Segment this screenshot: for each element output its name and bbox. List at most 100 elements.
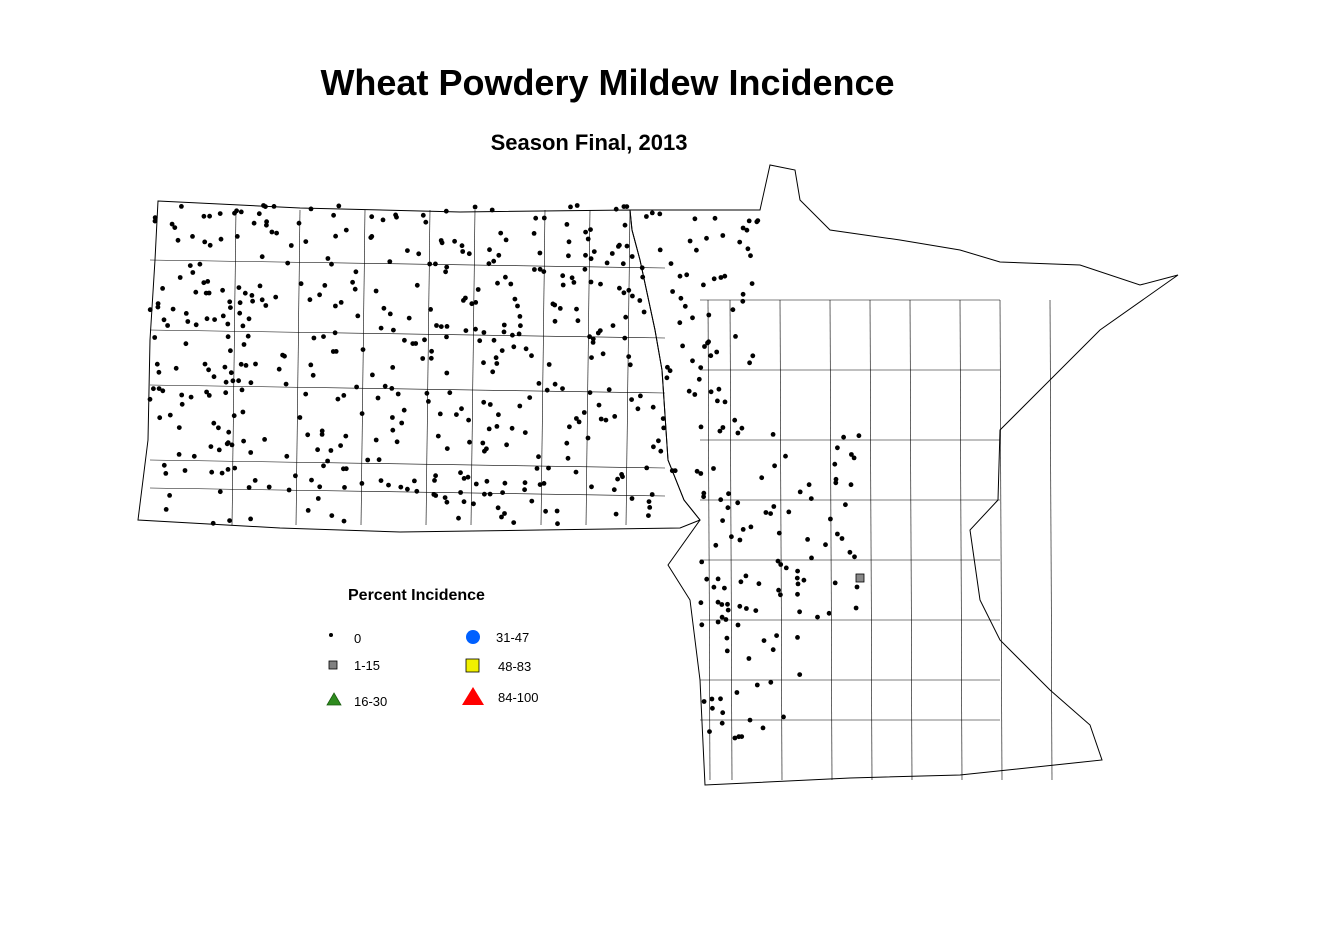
observation-point-0 <box>179 392 185 398</box>
observation-point-0 <box>284 453 290 459</box>
observation-point-0 <box>710 705 715 711</box>
observation-point-0 <box>429 348 434 354</box>
observation-point-0 <box>179 204 184 209</box>
observation-point-0 <box>644 214 649 219</box>
observation-point-0 <box>499 514 504 520</box>
observation-point-0 <box>293 473 298 479</box>
observation-point-0 <box>613 206 619 212</box>
observation-point-0 <box>461 298 466 303</box>
observation-point-0 <box>225 321 231 327</box>
observation-point-0 <box>537 266 543 272</box>
observation-point-0 <box>560 386 565 391</box>
observation-point-0 <box>574 306 579 312</box>
observation-point-0 <box>509 425 515 431</box>
observation-point-0 <box>637 298 643 303</box>
observation-point-0 <box>596 402 602 408</box>
observation-point-0 <box>576 419 582 425</box>
observation-point-0 <box>718 497 724 503</box>
legend-label-0: 0 <box>354 631 362 646</box>
observation-point-0 <box>552 302 558 308</box>
observation-point-0 <box>156 369 162 375</box>
observation-point-0 <box>690 358 695 364</box>
observation-point-0 <box>359 411 365 416</box>
observation-point-0 <box>389 386 395 391</box>
observation-point-0 <box>738 579 744 585</box>
observation-point-0 <box>276 366 282 372</box>
square-icon <box>328 660 338 670</box>
observation-point-0 <box>220 287 226 293</box>
observation-point-0 <box>650 404 656 410</box>
observation-point-0 <box>651 444 656 450</box>
observation-point-0 <box>225 440 231 446</box>
observation-point-0 <box>754 219 760 225</box>
observation-point-0 <box>533 215 539 221</box>
observation-point-0 <box>399 420 405 426</box>
observation-point-0 <box>748 524 754 530</box>
observation-point-0 <box>508 281 514 287</box>
observation-point-0 <box>335 396 341 402</box>
observation-point-0 <box>204 389 210 395</box>
observation-point-0 <box>639 265 645 271</box>
observation-point-0 <box>376 457 382 463</box>
observation-point-0 <box>711 276 717 282</box>
observation-point-0 <box>610 323 616 328</box>
observation-point-0 <box>590 340 596 345</box>
observation-point-0 <box>309 477 314 483</box>
observation-point-0 <box>641 309 647 315</box>
observation-point-0 <box>420 356 426 361</box>
observation-point-0 <box>698 365 704 370</box>
observation-point-0 <box>243 363 249 368</box>
observation-point-0 <box>191 453 197 459</box>
observation-point-0 <box>544 387 550 393</box>
observation-point-0 <box>583 252 588 258</box>
observation-point-0 <box>677 320 683 326</box>
observation-point-0 <box>805 537 810 542</box>
observation-point-0 <box>262 437 267 442</box>
observation-point-0 <box>574 203 580 208</box>
observation-point-0 <box>737 603 743 609</box>
observation-point-0 <box>227 518 233 523</box>
observation-point-0 <box>350 279 355 285</box>
observation-point-0 <box>795 591 800 597</box>
observation-point-0 <box>447 390 453 396</box>
observation-point-0 <box>541 215 547 221</box>
observation-point-0 <box>398 484 404 490</box>
observation-point-0 <box>471 501 476 507</box>
observation-point-0 <box>620 474 625 480</box>
observation-point-0 <box>333 303 338 309</box>
observation-point-0 <box>493 355 499 361</box>
observation-point-0 <box>444 446 450 451</box>
observation-point-0 <box>207 242 213 248</box>
observation-point-0 <box>460 249 466 254</box>
observation-point-0 <box>473 326 478 332</box>
observation-point-0 <box>522 480 528 486</box>
observation-point-0 <box>315 496 321 501</box>
observation-point-0 <box>241 342 247 347</box>
observation-point-0 <box>613 511 619 517</box>
observation-point-0 <box>432 478 437 483</box>
observation-point-0 <box>239 387 245 393</box>
observation-point-0 <box>657 211 663 217</box>
observation-point-0 <box>182 468 188 473</box>
observation-point-0 <box>322 283 328 288</box>
observation-point-0 <box>456 515 461 521</box>
observation-point-0 <box>854 584 860 590</box>
observation-point-0 <box>720 710 726 716</box>
observation-point-0 <box>566 253 571 259</box>
observation-point-0 <box>672 468 678 474</box>
observation-point-0 <box>715 599 721 605</box>
observation-point-0 <box>749 281 755 286</box>
observation-point-0 <box>587 390 593 395</box>
observation-point-0 <box>565 455 571 461</box>
observation-point-0 <box>167 412 173 418</box>
observation-point-0 <box>206 393 212 398</box>
observation-point-0 <box>414 282 420 288</box>
observation-point-0 <box>856 433 862 439</box>
observation-point-0 <box>815 614 820 620</box>
observation-point-0 <box>359 481 365 486</box>
observation-point-0 <box>473 300 479 305</box>
observation-point-0 <box>740 291 746 297</box>
observation-point-0 <box>832 580 838 586</box>
observation-point-0 <box>716 386 722 392</box>
observation-point-0 <box>219 470 225 476</box>
